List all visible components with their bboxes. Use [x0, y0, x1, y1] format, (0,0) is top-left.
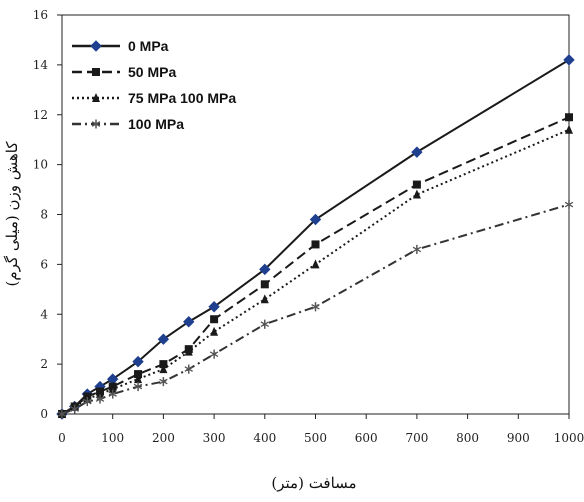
- data-point: [92, 93, 100, 102]
- data-point: [412, 189, 421, 199]
- series-4: [57, 200, 574, 419]
- legend-label: 0 MPa: [128, 38, 169, 54]
- x-tick-label: 700: [405, 431, 428, 445]
- y-tick-label: 2: [40, 357, 48, 371]
- data-point: [83, 397, 92, 407]
- data-point: [311, 240, 320, 249]
- data-point: [208, 301, 220, 313]
- data-point: [133, 382, 143, 392]
- x-tick-label: 600: [355, 431, 378, 445]
- data-point: [565, 124, 573, 134]
- data-point: [260, 319, 270, 329]
- y-tick-label: 14: [33, 58, 49, 72]
- data-point: [70, 404, 79, 414]
- x-tick-label: 1000: [554, 431, 584, 445]
- legend-item: 50 MPa: [72, 64, 176, 80]
- x-axis: 0 100 200 300 400 500 600 700 800 900 1000: [58, 414, 584, 445]
- y-tick-label: 0: [40, 407, 48, 421]
- legend-label: 50 MPa: [128, 64, 176, 80]
- y-tick-label: 10: [33, 158, 48, 172]
- y-tick-label: 8: [40, 208, 48, 222]
- y-tick-label: 6: [40, 257, 48, 271]
- data-point: [210, 315, 219, 324]
- data-point: [565, 113, 573, 122]
- data-point: [260, 280, 269, 289]
- series-layer: [56, 54, 575, 420]
- data-point: [184, 346, 193, 356]
- data-point: [91, 119, 101, 129]
- y-tick-label: 16: [33, 8, 48, 22]
- data-point: [210, 326, 219, 336]
- data-point: [209, 349, 219, 359]
- data-point: [57, 409, 67, 419]
- x-tick-label: 500: [304, 431, 327, 445]
- data-point: [311, 259, 320, 269]
- legend-label: 75 MPa 100 MPa: [128, 90, 236, 106]
- y-axis: 0 2 4 6 8 10 12 14 16: [33, 8, 62, 421]
- data-point: [134, 374, 143, 384]
- x-tick-label: 200: [152, 431, 175, 445]
- x-axis-label: مسافت (متر): [271, 474, 356, 492]
- data-point: [564, 200, 574, 210]
- legend-item: 75 MPa 100 MPa: [72, 90, 236, 106]
- y-tick-label: 12: [33, 108, 48, 122]
- y-tick-label: 4: [40, 307, 48, 321]
- data-point: [259, 263, 271, 276]
- data-point: [95, 394, 105, 404]
- x-tick-label: 300: [203, 431, 226, 445]
- legend-item: 100 MPa: [72, 116, 184, 132]
- data-point: [563, 54, 575, 66]
- data-point: [411, 146, 423, 158]
- data-point: [183, 316, 195, 328]
- legend: 0 MPa 50 MPa 75 MPa 100 MPa 100 MPa: [72, 38, 236, 132]
- x-tick-label: 800: [456, 431, 479, 445]
- data-point: [96, 389, 105, 399]
- data-point: [157, 333, 170, 345]
- data-point: [159, 364, 168, 374]
- y-axis-label: کاهش وزن (میلی گرم): [3, 141, 21, 287]
- x-tick-label: 0: [58, 431, 66, 445]
- data-point: [184, 364, 193, 374]
- data-point: [159, 377, 168, 387]
- x-tick-label: 900: [507, 431, 530, 445]
- data-point: [309, 213, 322, 226]
- x-tick-label: 400: [253, 431, 276, 445]
- data-point: [311, 302, 320, 312]
- data-point: [92, 68, 100, 76]
- data-point: [90, 40, 102, 52]
- data-point: [108, 384, 117, 394]
- legend-label: 100 MPa: [128, 116, 184, 132]
- legend-item: 0 MPa: [72, 38, 169, 54]
- x-tick-label: 100: [101, 431, 124, 445]
- data-point: [412, 244, 422, 254]
- data-point: [108, 389, 117, 399]
- data-point: [260, 294, 269, 304]
- data-point: [412, 180, 421, 189]
- data-point: [132, 355, 144, 368]
